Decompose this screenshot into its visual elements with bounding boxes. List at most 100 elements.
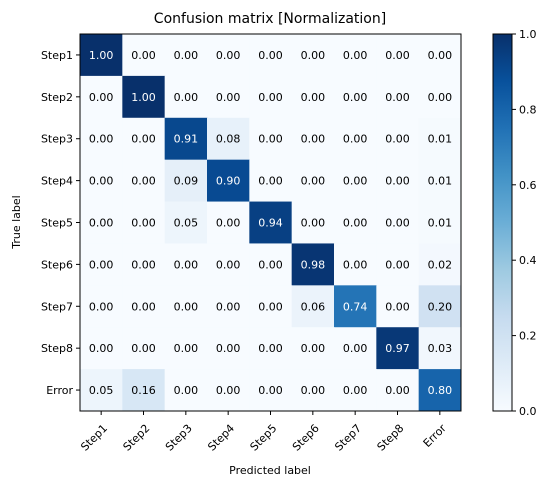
cell-value-label: 0.00 bbox=[89, 300, 114, 313]
cell-value-label: 0.02 bbox=[428, 258, 453, 271]
cell-value-label: 0.00 bbox=[174, 300, 199, 313]
heatmap-cell bbox=[291, 285, 335, 328]
heatmap-cell bbox=[80, 285, 123, 328]
cell-value-label: 0.00 bbox=[258, 300, 283, 313]
cell-value-label: 0.00 bbox=[385, 384, 410, 397]
cell-value-label: 0.16 bbox=[131, 384, 156, 397]
heatmap-cell bbox=[164, 369, 208, 412]
chart-title: Confusion matrix [Normalization] bbox=[154, 11, 386, 27]
heatmap-cell bbox=[207, 201, 250, 244]
heatmap-cell bbox=[164, 75, 208, 119]
heatmap-cell bbox=[207, 34, 250, 77]
heatmap-cell bbox=[334, 34, 377, 77]
heatmap-cell bbox=[291, 327, 335, 370]
heatmap-cell bbox=[164, 327, 208, 370]
cell-value-label: 0.01 bbox=[428, 217, 453, 230]
cell-value-label: 0.00 bbox=[301, 175, 326, 188]
heatmap-cell bbox=[376, 75, 420, 119]
cell-value-label: 0.00 bbox=[89, 91, 114, 104]
colorbar-tick-label: 0.0 bbox=[519, 405, 537, 418]
heatmap-cell bbox=[291, 369, 335, 412]
heatmap-cell bbox=[207, 159, 250, 203]
cell-value-label: 0.00 bbox=[216, 300, 241, 313]
y-tick-label: Error bbox=[46, 384, 73, 397]
y-tick-label: Step8 bbox=[41, 342, 73, 355]
cell-value-label: 0.00 bbox=[301, 384, 326, 397]
heatmap-cell bbox=[80, 243, 123, 286]
cell-value-label: 0.00 bbox=[343, 217, 368, 230]
cell-value-label: 0.00 bbox=[258, 175, 283, 188]
heatmap-cell bbox=[207, 75, 250, 119]
y-axis-label: True label bbox=[10, 195, 23, 249]
heatmap-cell bbox=[249, 34, 293, 77]
colorbar-tick-label: 1.0 bbox=[519, 28, 537, 41]
cell-value-label: 0.00 bbox=[258, 384, 283, 397]
cell-value-label: 0.00 bbox=[385, 300, 410, 313]
heatmap-cell bbox=[122, 369, 166, 412]
cell-value-label: 0.01 bbox=[428, 175, 453, 188]
cell-value-label: 0.03 bbox=[428, 342, 453, 355]
heatmap-cell bbox=[249, 75, 293, 119]
cell-value-label: 0.00 bbox=[174, 91, 199, 104]
y-tick-label: Step5 bbox=[41, 217, 73, 230]
cell-value-label: 0.00 bbox=[131, 258, 156, 271]
heatmap-cell bbox=[291, 34, 335, 77]
cell-value-label: 0.00 bbox=[385, 175, 410, 188]
x-tick-label: Step2 bbox=[121, 422, 153, 454]
cell-value-label: 0.00 bbox=[174, 384, 199, 397]
heatmap-cell bbox=[334, 243, 377, 286]
cell-value-label: 1.00 bbox=[131, 91, 156, 104]
cell-value-label: 0.00 bbox=[216, 258, 241, 271]
heatmap-cell bbox=[291, 117, 335, 161]
cell-value-label: 0.05 bbox=[174, 217, 199, 230]
colorbar-tick-label: 0.8 bbox=[519, 103, 537, 116]
cell-value-label: 0.00 bbox=[385, 217, 410, 230]
cell-value-label: 0.00 bbox=[216, 217, 241, 230]
x-tick-label: Step5 bbox=[248, 422, 280, 454]
heatmap-cell bbox=[418, 201, 462, 244]
y-tick-label: Step3 bbox=[41, 133, 73, 146]
cell-value-label: 0.00 bbox=[343, 175, 368, 188]
cell-value-label: 0.00 bbox=[301, 133, 326, 146]
cell-value-label: 0.08 bbox=[216, 133, 241, 146]
cell-value-label: 0.06 bbox=[301, 300, 326, 313]
heatmap-cell bbox=[334, 327, 377, 370]
heatmap-cell bbox=[122, 327, 166, 370]
heatmap-cell bbox=[207, 327, 250, 370]
heatmap-cell bbox=[291, 159, 335, 203]
cell-value-label: 0.00 bbox=[258, 133, 283, 146]
cell-value-label: 0.05 bbox=[89, 384, 114, 397]
heatmap-cell bbox=[418, 75, 462, 119]
cell-value-label: 0.01 bbox=[428, 133, 453, 146]
heatmap-cell bbox=[418, 34, 462, 77]
y-tick-label: Step1 bbox=[41, 49, 73, 62]
heatmap-cell bbox=[249, 285, 293, 328]
cell-value-label: 0.00 bbox=[131, 342, 156, 355]
cell-value-label: 0.97 bbox=[385, 342, 410, 355]
heatmap-cell bbox=[249, 117, 293, 161]
cell-value-label: 0.00 bbox=[216, 342, 241, 355]
heatmap-cell bbox=[80, 117, 123, 161]
x-tick-label: Error bbox=[421, 421, 449, 449]
cell-value-label: 0.74 bbox=[343, 300, 368, 313]
cell-value-label: 0.00 bbox=[301, 49, 326, 62]
x-tick-label: Step1 bbox=[78, 422, 110, 454]
cell-value-label: 0.00 bbox=[174, 342, 199, 355]
heatmap-cell bbox=[164, 159, 208, 203]
cell-value-label: 0.00 bbox=[428, 49, 453, 62]
heatmap-cell bbox=[207, 285, 250, 328]
heatmap-cell bbox=[334, 159, 377, 203]
heatmap-cell bbox=[334, 369, 377, 412]
cell-value-label: 0.00 bbox=[216, 49, 241, 62]
heatmap-cell bbox=[418, 243, 462, 286]
y-tick-label: Step7 bbox=[41, 300, 73, 313]
cell-value-label: 0.80 bbox=[428, 384, 453, 397]
cell-value-label: 0.00 bbox=[385, 49, 410, 62]
heatmap-cell bbox=[418, 117, 462, 161]
heatmap-cell bbox=[418, 327, 462, 370]
heatmap-cell bbox=[164, 285, 208, 328]
colorbar-tick-label: 0.6 bbox=[519, 179, 537, 192]
heatmap-cell bbox=[164, 34, 208, 77]
cell-value-label: 0.00 bbox=[131, 175, 156, 188]
cell-value-label: 0.00 bbox=[258, 342, 283, 355]
